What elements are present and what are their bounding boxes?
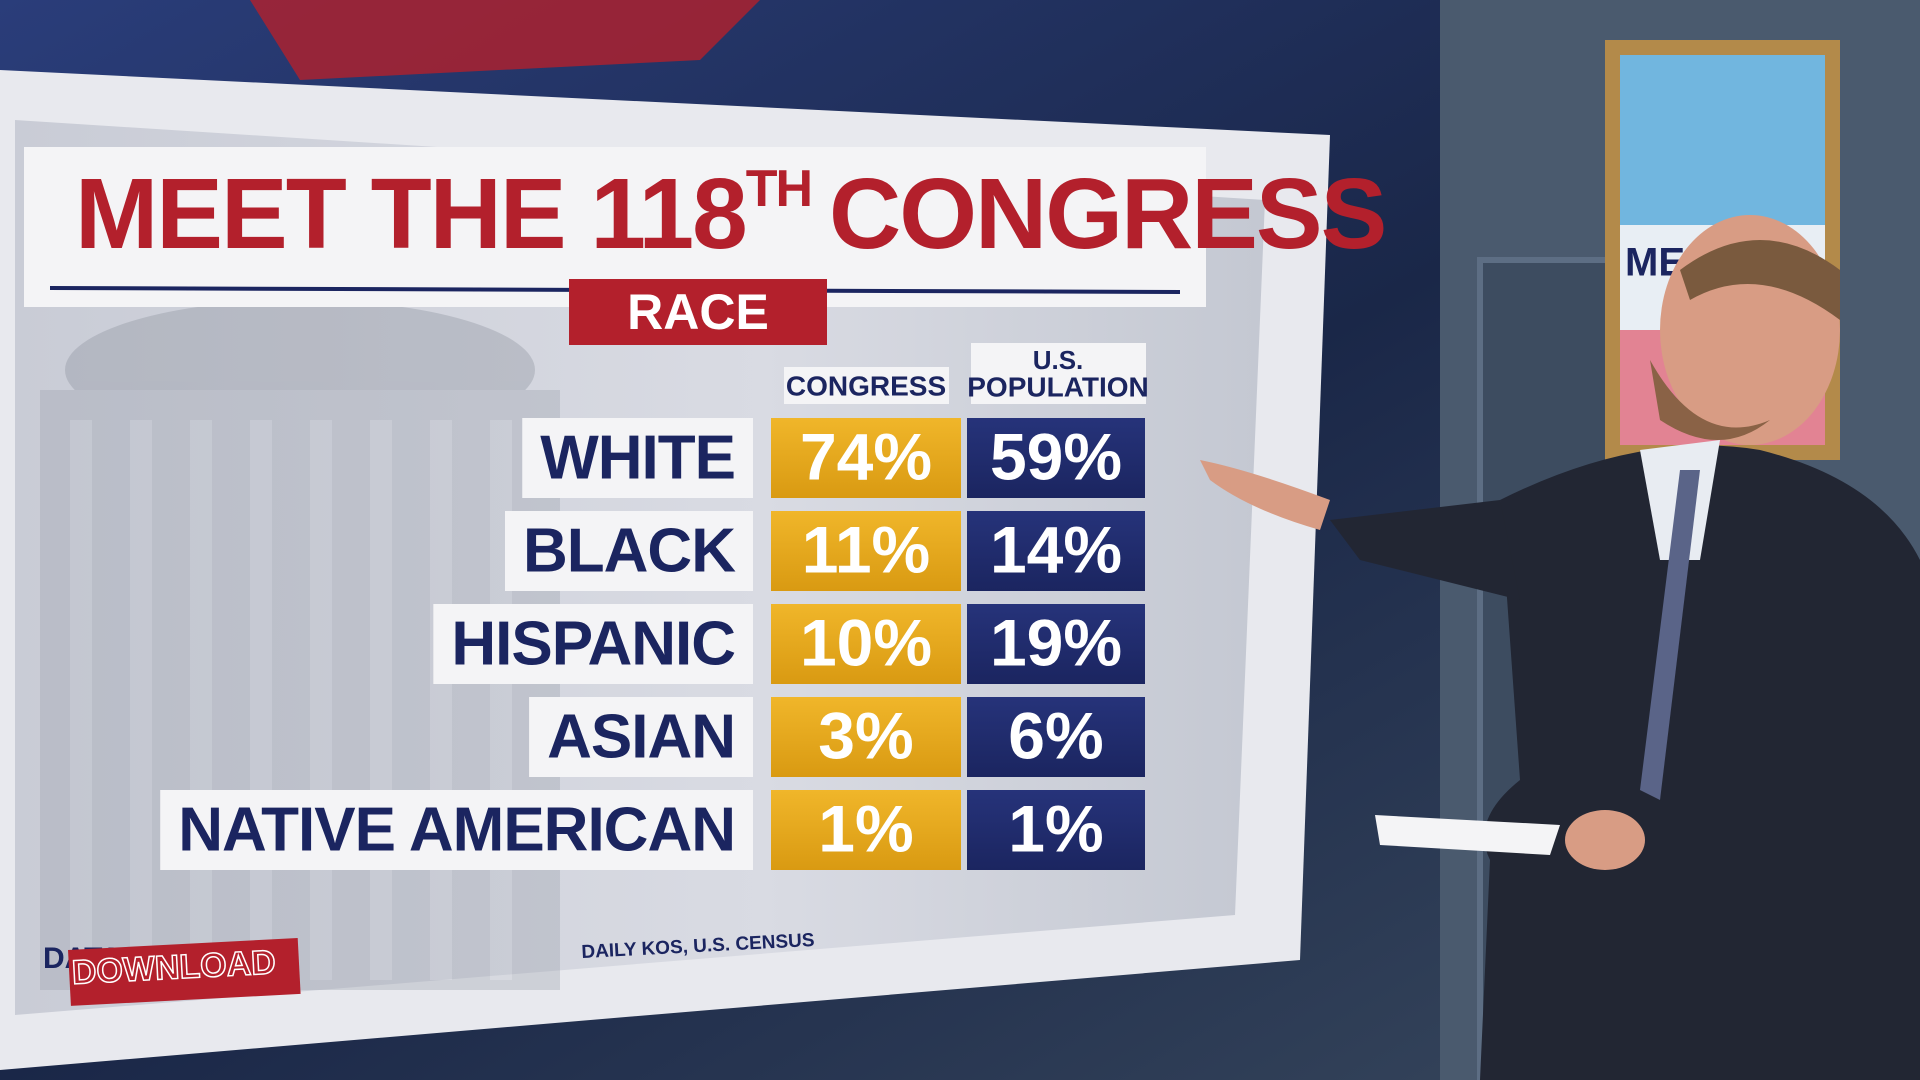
row-label: NATIVE AMERICAN bbox=[178, 795, 735, 864]
row-label-box bbox=[160, 790, 753, 870]
column-header-box bbox=[971, 343, 1146, 404]
column-header: U.S. bbox=[1033, 345, 1084, 375]
congress-value: 11% bbox=[802, 512, 930, 586]
congress-cell bbox=[771, 697, 961, 777]
studio-light bbox=[250, 0, 760, 80]
row-label-box bbox=[433, 604, 753, 684]
poster-stars bbox=[1620, 55, 1825, 225]
congress-cell bbox=[771, 511, 961, 591]
population-value: 6% bbox=[1008, 698, 1103, 772]
congress-cell bbox=[771, 790, 961, 870]
table-rows: WHITE 74% 59% BLACK 11% 14% HISPANIC 10% 19% ASIA… bbox=[160, 418, 1145, 870]
population-cell bbox=[967, 604, 1145, 684]
subtitle: RACE bbox=[627, 284, 769, 340]
row-label-box bbox=[529, 697, 753, 777]
column-header-box bbox=[784, 367, 949, 404]
logo-box bbox=[68, 937, 301, 1006]
row-label: HISPANIC bbox=[451, 609, 735, 678]
title-main: MEET THE 118 bbox=[75, 158, 746, 270]
presenter bbox=[1200, 215, 1920, 1080]
subtitle-box bbox=[569, 279, 827, 345]
row-label: BLACK bbox=[523, 516, 736, 585]
row-label-box bbox=[505, 511, 753, 591]
population-value: 59% bbox=[990, 419, 1122, 493]
column-header: CONGRESS bbox=[786, 370, 946, 401]
congress-value: 3% bbox=[818, 698, 913, 772]
column-header: POPULATION bbox=[967, 371, 1148, 402]
congress-value: 74% bbox=[800, 419, 932, 493]
title-superscript: TH bbox=[746, 160, 811, 218]
congress-value: 1% bbox=[818, 791, 913, 865]
population-value: 19% bbox=[990, 605, 1122, 679]
title-end: CONGRESS bbox=[829, 158, 1385, 270]
congress-cell bbox=[771, 418, 961, 498]
row-label: ASIAN bbox=[547, 702, 735, 771]
population-cell bbox=[967, 697, 1145, 777]
population-cell bbox=[967, 418, 1145, 498]
congress-value: 10% bbox=[800, 605, 932, 679]
row-label: WHITE bbox=[540, 423, 735, 492]
congress-cell bbox=[771, 604, 961, 684]
row-label-box bbox=[522, 418, 753, 498]
title: MEET THE 118TH CONGRESS bbox=[75, 158, 1385, 270]
population-value: 1% bbox=[1008, 791, 1103, 865]
population-cell bbox=[967, 511, 1145, 591]
population-cell bbox=[967, 790, 1145, 870]
population-value: 14% bbox=[990, 512, 1122, 586]
